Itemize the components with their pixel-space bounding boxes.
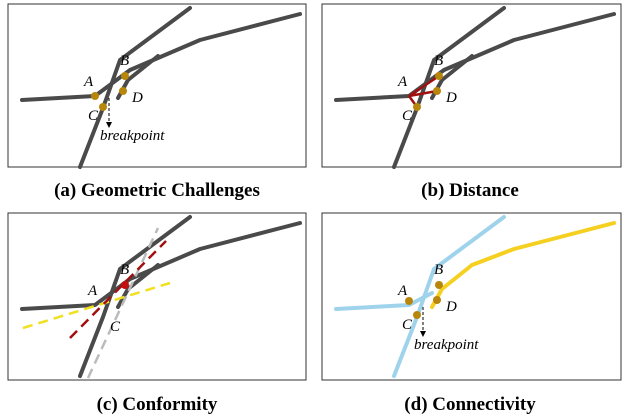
caption: (b) Distance bbox=[421, 180, 519, 201]
caption: (c) Conformity bbox=[97, 394, 218, 415]
label: A bbox=[397, 74, 408, 90]
panel-a: A B C D breakpoint bbox=[8, 4, 306, 167]
label: D bbox=[131, 90, 143, 106]
label: C bbox=[402, 108, 413, 124]
annotation: breakpoint bbox=[414, 337, 479, 353]
panel-b: A B C D bbox=[322, 4, 621, 167]
label: D bbox=[445, 299, 457, 315]
label: B bbox=[434, 262, 443, 278]
label: B bbox=[120, 53, 129, 69]
label: D bbox=[445, 90, 457, 106]
label: A bbox=[83, 74, 94, 90]
panel-d: A B C D breakpoint bbox=[322, 213, 621, 380]
label: C bbox=[402, 317, 413, 333]
label: C bbox=[110, 319, 121, 335]
label: A bbox=[397, 283, 408, 299]
caption: (d) Connectivity bbox=[404, 394, 536, 415]
label: B bbox=[434, 53, 443, 69]
panel-c: A B C bbox=[8, 213, 306, 380]
caption: (a) Geometric Challenges bbox=[54, 180, 260, 201]
label: B bbox=[120, 262, 129, 278]
label: A bbox=[87, 283, 98, 299]
annotation: breakpoint bbox=[100, 128, 165, 144]
label: C bbox=[88, 108, 99, 124]
figure: A B C D breakpoint (a) Geometric Challen… bbox=[0, 0, 629, 420]
